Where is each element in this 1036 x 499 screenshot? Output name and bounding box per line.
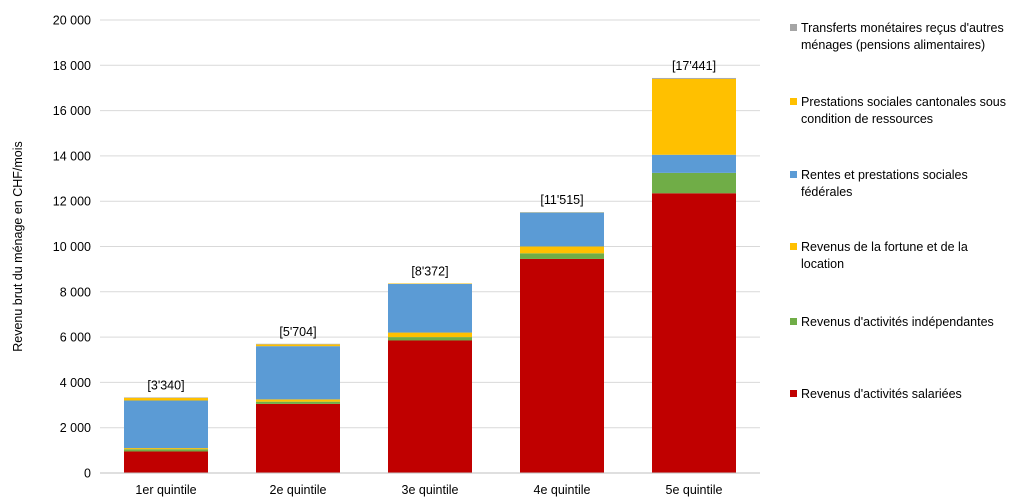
bar-segment [652, 193, 736, 473]
bar-segment [256, 399, 340, 402]
legend-label: Revenus de la fortune et de la [801, 240, 968, 254]
bars [124, 77, 736, 473]
bar-segment [520, 212, 604, 247]
bar-segment [388, 340, 472, 473]
legend-item: Revenus d'activités salariées [790, 387, 962, 401]
bar-segment [256, 346, 340, 400]
y-tick-label: 20 000 [53, 14, 91, 28]
legend-label: Rentes et prestations sociales [801, 168, 968, 182]
legend-label: Revenus d'activités salariées [801, 387, 962, 401]
legend-swatch [790, 171, 797, 178]
legend-item: Revenus de la fortune et de la location [790, 240, 968, 271]
bar-segment [124, 448, 208, 450]
y-tick-label: 4 000 [60, 376, 91, 390]
y-tick-label: 16 000 [53, 104, 91, 118]
y-tick-label: 14 000 [53, 149, 91, 163]
y-axis-ticks: 0 2 000 4 000 6 000 8 000 10 000 12 000 14 000 1… [53, 14, 91, 481]
total-label: [17'441] [672, 59, 716, 73]
bar-segment [124, 397, 208, 401]
legend-label: fédérales [801, 185, 852, 199]
bar-segment [124, 400, 208, 449]
bar-segment [388, 337, 472, 341]
y-tick-label: 2 000 [60, 421, 91, 435]
y-tick-label: 12 000 [53, 195, 91, 209]
x-tick-label: 1er quintile [135, 483, 196, 497]
bar-segment [520, 258, 604, 473]
legend-swatch [790, 390, 797, 397]
legend-item: Transferts monétaires reçus d'autres ména… [790, 21, 1004, 52]
bar-segment [124, 451, 208, 473]
legend-label: Transferts monétaires reçus d'autres [801, 21, 1004, 35]
total-label: [11'515] [540, 193, 583, 207]
bar-segment [388, 332, 472, 338]
bar-segment [256, 403, 340, 473]
legend-swatch [790, 98, 797, 105]
x-axis-ticks: 1er quintile 2e quintile 3e quintile 4e qui… [135, 483, 722, 497]
total-label: [3'340] [147, 378, 184, 392]
total-labels: [3'340] [5'704] [8'372] [11'515] [17'441] [147, 59, 716, 392]
bar-segment [652, 78, 736, 155]
bar-segment [388, 283, 472, 333]
legend-label: Revenus d'activités indépendantes [801, 315, 994, 329]
x-tick-label: 3e quintile [402, 483, 459, 497]
bar-segment [520, 246, 604, 254]
y-axis-label: Revenu brut du ménage en CHF/mois [11, 141, 25, 352]
total-label: [5'704] [279, 325, 316, 339]
legend-label: Prestations sociales cantonales sous [801, 95, 1006, 109]
legend: Transferts monétaires reçus d'autres ména… [790, 21, 1006, 401]
bar-segment [124, 449, 208, 452]
y-tick-label: 18 000 [53, 59, 91, 73]
legend-swatch [790, 24, 797, 31]
bar-segment [652, 154, 736, 173]
legend-swatch [790, 318, 797, 325]
legend-swatch [790, 243, 797, 250]
bar-segment [652, 77, 736, 79]
bar-segment [256, 344, 340, 347]
legend-item: Rentes et prestations sociales fédérales [790, 168, 968, 199]
bar-segment [256, 343, 340, 345]
x-tick-label: 5e quintile [666, 483, 723, 497]
bar-segment [520, 253, 604, 259]
legend-label: location [801, 257, 844, 271]
y-tick-label: 10 000 [53, 240, 91, 254]
legend-label: condition de ressources [801, 112, 933, 126]
legend-item: Revenus d'activités indépendantes [790, 315, 994, 329]
x-tick-label: 2e quintile [270, 483, 327, 497]
gridlines [100, 19, 760, 429]
x-tick-label: 4e quintile [534, 483, 591, 497]
bar-segment [256, 401, 340, 404]
y-tick-label: 0 [84, 467, 91, 481]
y-tick-label: 6 000 [60, 331, 91, 345]
bar-segment [652, 172, 736, 194]
y-tick-label: 8 000 [60, 285, 91, 299]
legend-item: Prestations sociales cantonales sous cond… [790, 95, 1006, 126]
legend-label: ménages (pensions alimentaires) [801, 38, 985, 52]
total-label: [8'372] [411, 264, 448, 278]
